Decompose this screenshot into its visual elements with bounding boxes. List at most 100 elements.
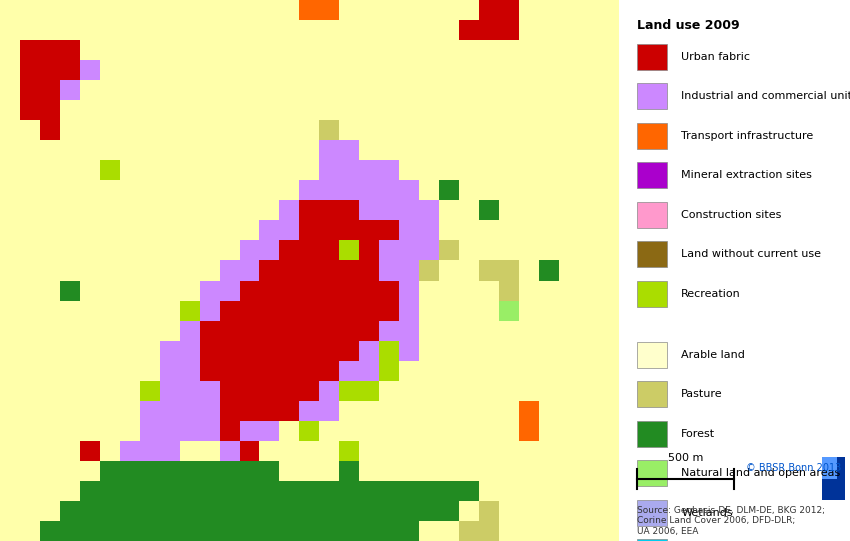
Bar: [139, 0, 160, 20]
Bar: [20, 401, 40, 421]
Bar: [99, 441, 120, 461]
Bar: [0, 220, 20, 240]
Bar: [439, 40, 459, 60]
Bar: [80, 481, 99, 501]
Bar: [339, 160, 360, 180]
Bar: [200, 321, 219, 341]
Bar: [419, 160, 439, 180]
Bar: [379, 301, 400, 321]
Bar: [499, 461, 519, 481]
Bar: [60, 441, 80, 461]
Bar: [60, 0, 80, 20]
Bar: [0, 321, 20, 341]
Bar: [60, 281, 80, 301]
Bar: [179, 20, 200, 40]
Bar: [20, 220, 40, 240]
Bar: [299, 521, 320, 541]
Bar: [40, 0, 60, 20]
Bar: [139, 160, 160, 180]
Bar: [360, 260, 379, 281]
Bar: [439, 120, 459, 140]
Bar: [20, 481, 40, 501]
Bar: [499, 321, 519, 341]
Bar: [280, 120, 299, 140]
Bar: [419, 260, 439, 281]
Bar: [0, 441, 20, 461]
Bar: [439, 140, 459, 160]
Bar: [99, 160, 120, 180]
Bar: [539, 80, 559, 100]
Bar: [240, 20, 259, 40]
Bar: [519, 521, 539, 541]
Bar: [139, 301, 160, 321]
Bar: [599, 180, 619, 200]
Bar: [599, 441, 619, 461]
Bar: [499, 20, 519, 40]
Bar: [599, 160, 619, 180]
Bar: [379, 60, 400, 80]
Bar: [579, 361, 599, 381]
Bar: [400, 0, 419, 20]
Bar: [240, 441, 259, 461]
Bar: [339, 240, 360, 260]
Bar: [459, 481, 479, 501]
Bar: [219, 501, 240, 521]
Bar: [60, 80, 80, 100]
Bar: [559, 180, 579, 200]
Bar: [259, 301, 280, 321]
Bar: [200, 20, 219, 40]
Bar: [360, 361, 379, 381]
Bar: [40, 40, 60, 60]
Bar: [80, 381, 99, 401]
Bar: [459, 421, 479, 441]
Bar: [579, 441, 599, 461]
Bar: [200, 40, 219, 60]
Bar: [400, 301, 419, 321]
Bar: [40, 341, 60, 361]
Bar: [339, 200, 360, 220]
Bar: [599, 60, 619, 80]
Bar: [599, 220, 619, 240]
Bar: [0, 160, 20, 180]
Bar: [99, 240, 120, 260]
Bar: [0, 521, 20, 541]
Bar: [419, 401, 439, 421]
Bar: [638, 241, 667, 267]
Bar: [599, 501, 619, 521]
Bar: [219, 140, 240, 160]
Bar: [599, 421, 619, 441]
Bar: [120, 100, 139, 120]
Bar: [299, 0, 320, 20]
Bar: [240, 220, 259, 240]
Bar: [360, 481, 379, 501]
Bar: [822, 457, 846, 500]
Bar: [479, 0, 499, 20]
Bar: [299, 140, 320, 160]
Bar: [120, 120, 139, 140]
Bar: [259, 461, 280, 481]
Bar: [439, 240, 459, 260]
Bar: [280, 281, 299, 301]
Bar: [419, 421, 439, 441]
Bar: [139, 140, 160, 160]
Bar: [519, 260, 539, 281]
Bar: [240, 521, 259, 541]
Bar: [499, 220, 519, 240]
Bar: [479, 180, 499, 200]
Bar: [200, 501, 219, 521]
Bar: [320, 461, 339, 481]
Bar: [439, 0, 459, 20]
Bar: [559, 160, 579, 180]
Bar: [120, 20, 139, 40]
Bar: [419, 220, 439, 240]
Bar: [400, 220, 419, 240]
Bar: [0, 80, 20, 100]
Bar: [160, 40, 179, 60]
Bar: [160, 281, 179, 301]
Bar: [120, 521, 139, 541]
Bar: [599, 481, 619, 501]
Bar: [240, 40, 259, 60]
Bar: [200, 60, 219, 80]
Bar: [99, 200, 120, 220]
Bar: [280, 160, 299, 180]
